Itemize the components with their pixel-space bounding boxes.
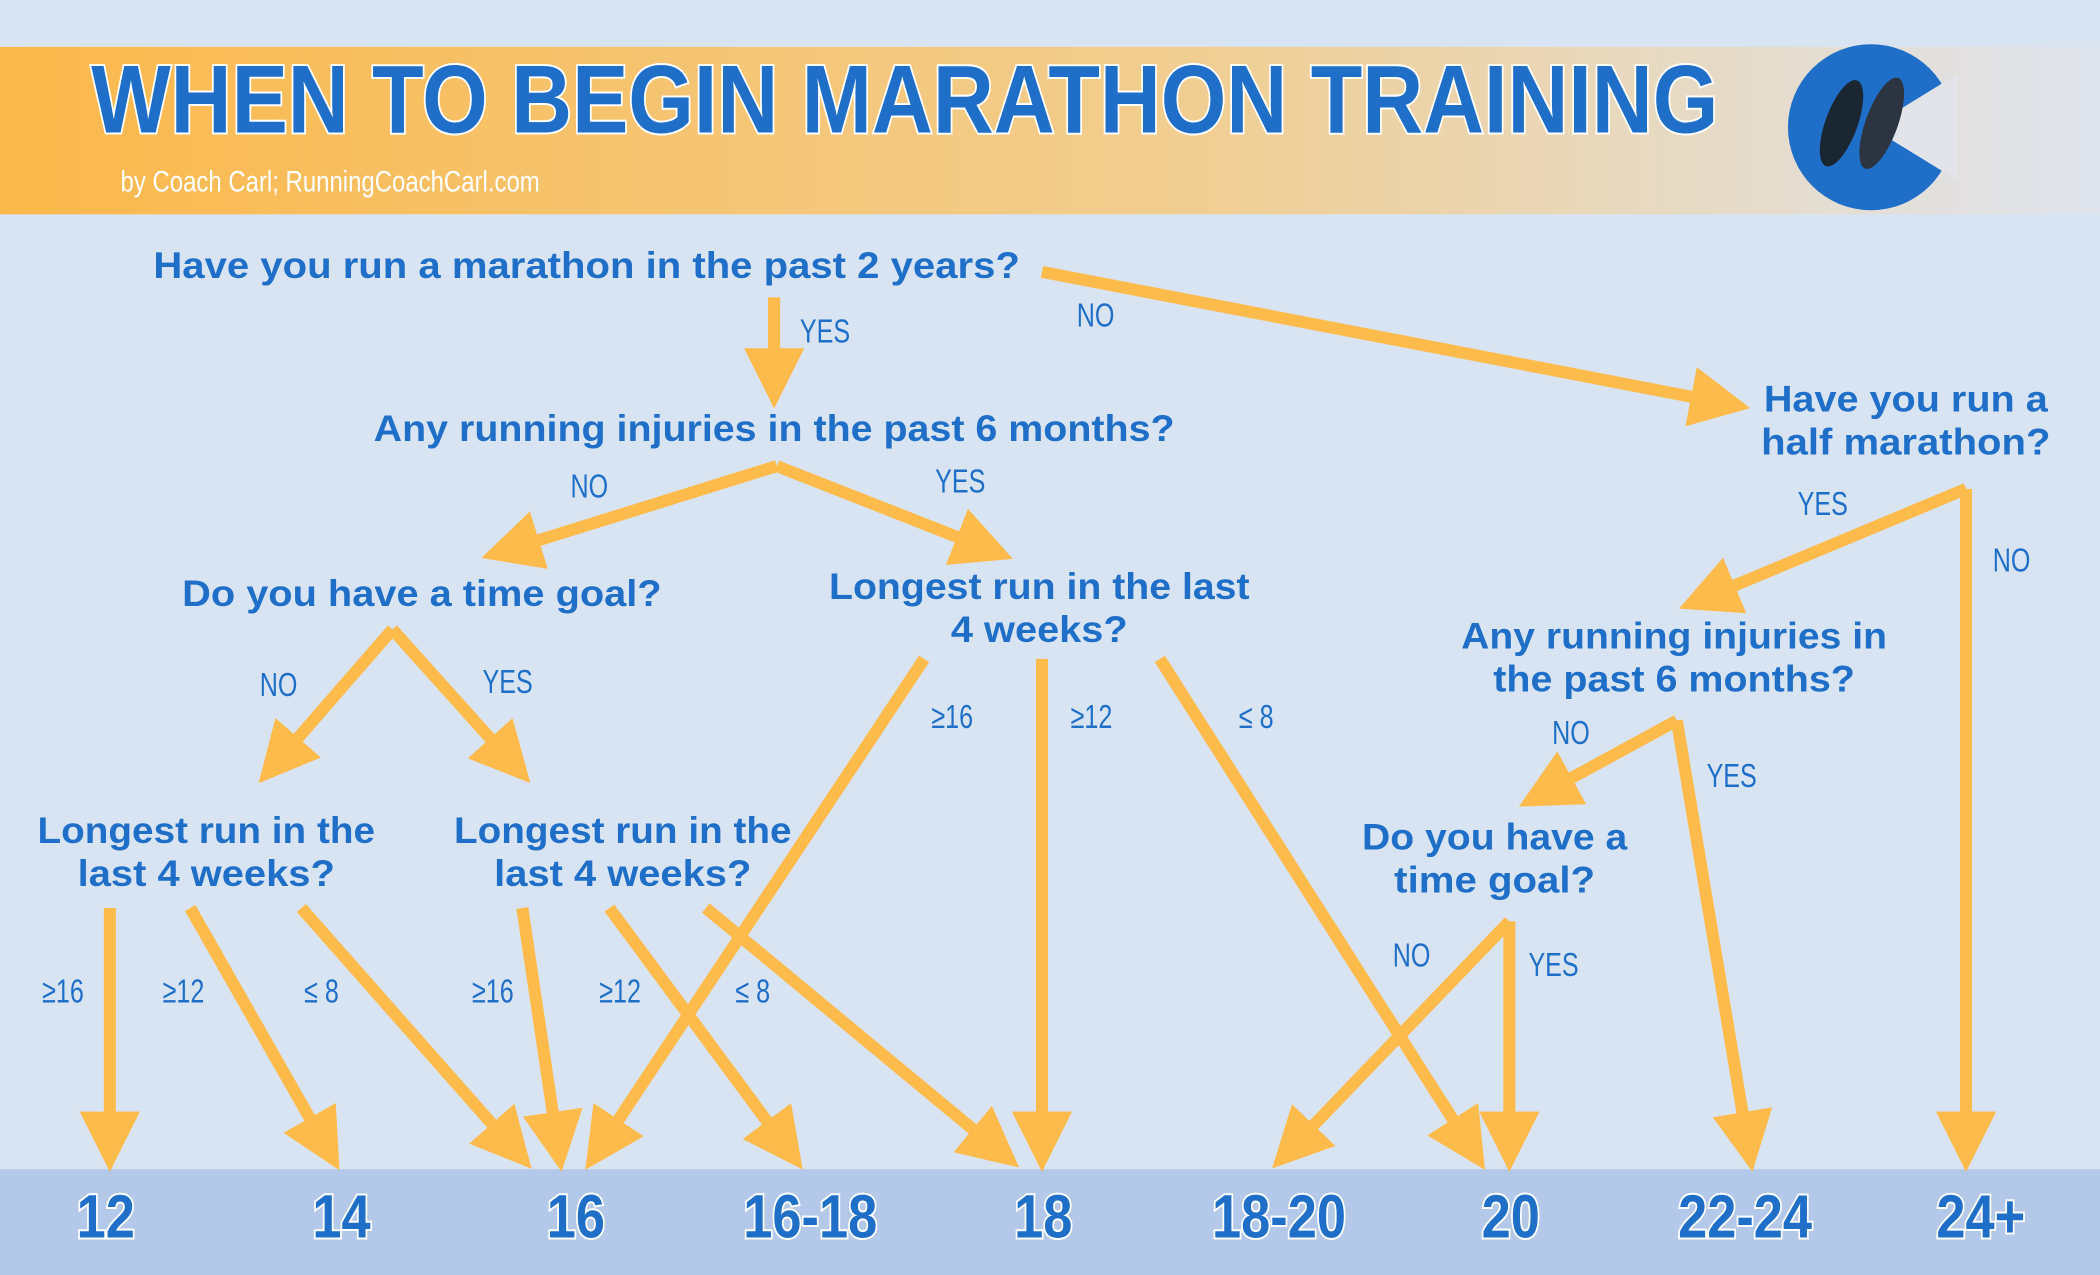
arrow [585, 655, 930, 1170]
node-label: Have you run a marathon in the past 2 ye… [153, 244, 1020, 286]
node-label: Do you have a time goal? [182, 572, 661, 614]
edge-label: NO [1077, 297, 1115, 334]
arrow [1154, 655, 1486, 1170]
byline: by Coach Carl; RunningCoachCarl.com [121, 165, 540, 198]
node-label: Have you run a [1764, 378, 2049, 420]
node-label: time goal? [1394, 858, 1595, 900]
arrow [774, 460, 1014, 565]
node-label: Any running injuries in [1461, 615, 1887, 657]
arrow [258, 625, 397, 784]
edge-label: ≥16 [472, 974, 514, 1011]
edge-label: ≤ 8 [304, 974, 339, 1011]
outcome: 14 [312, 1183, 370, 1252]
arrow [1040, 265, 1751, 427]
logo-runner [1859, 77, 1905, 169]
node-label: Longest run in the [454, 809, 792, 851]
arrow [701, 903, 1020, 1168]
edge-label: YES [1707, 758, 1757, 795]
edge-label: NO [1393, 937, 1431, 974]
node-label: last 4 weeks? [494, 852, 751, 894]
node-label: Any running injuries in the past 6 month… [374, 407, 1175, 449]
edge-label: ≥12 [599, 974, 641, 1011]
node-label: Longest run in the last [829, 565, 1250, 607]
arrow [516, 907, 583, 1172]
edge-label: ≤ 8 [735, 974, 770, 1011]
node-label: Longest run in the [38, 809, 376, 851]
logo-cut [1870, 73, 1959, 181]
edge-label: NO [570, 469, 608, 506]
edge-label: YES [800, 313, 850, 350]
outcome: 18 [1014, 1183, 1072, 1252]
arrow [604, 904, 803, 1170]
edge-label: NO [260, 667, 298, 704]
arrow [387, 625, 531, 784]
arrow [184, 905, 340, 1171]
outcome: 22-24 [1678, 1183, 1812, 1252]
arrow [296, 904, 532, 1169]
header-band [0, 46, 2100, 215]
outcome: 16-18 [743, 1183, 877, 1252]
arrow [1679, 483, 1969, 614]
outcome-band [0, 1169, 2100, 1275]
arrow [1518, 715, 1680, 807]
outcome: 20 [1482, 1183, 1540, 1252]
edge-label: ≤ 8 [1239, 699, 1274, 736]
outcome: 24+ [1936, 1183, 2025, 1252]
edge-label: ≥16 [931, 699, 973, 736]
edge-label: ≥12 [1071, 699, 1113, 736]
edge-label: ≥12 [163, 974, 205, 1011]
outcome: 12 [77, 1183, 135, 1252]
outcome: 16 [547, 1183, 605, 1252]
arrow [1670, 719, 1773, 1172]
logo-runner [1819, 80, 1864, 167]
node-label: Do you have a [1362, 816, 1628, 858]
node-label: the past 6 months? [1493, 658, 1855, 700]
arrows [79, 265, 1997, 1172]
edge-label: NO [1552, 715, 1590, 752]
arrow [481, 460, 779, 569]
edge-label: NO [1993, 542, 2031, 579]
node-label: 4 weeks? [951, 608, 1128, 650]
node-label: half marathon? [1761, 421, 2050, 463]
edge-label: YES [935, 463, 985, 500]
node-label: last 4 weeks? [78, 852, 335, 894]
edge-label: YES [1798, 486, 1848, 523]
edge-label: YES [482, 664, 532, 701]
edge-label: ≥16 [42, 974, 84, 1011]
logo [1787, 44, 1959, 211]
title: WHEN TO BEGIN MARATHON TRAINING [91, 47, 1718, 154]
outcome: 18-20 [1212, 1183, 1346, 1252]
arrow [1272, 917, 1514, 1169]
edge-label: YES [1528, 947, 1578, 984]
